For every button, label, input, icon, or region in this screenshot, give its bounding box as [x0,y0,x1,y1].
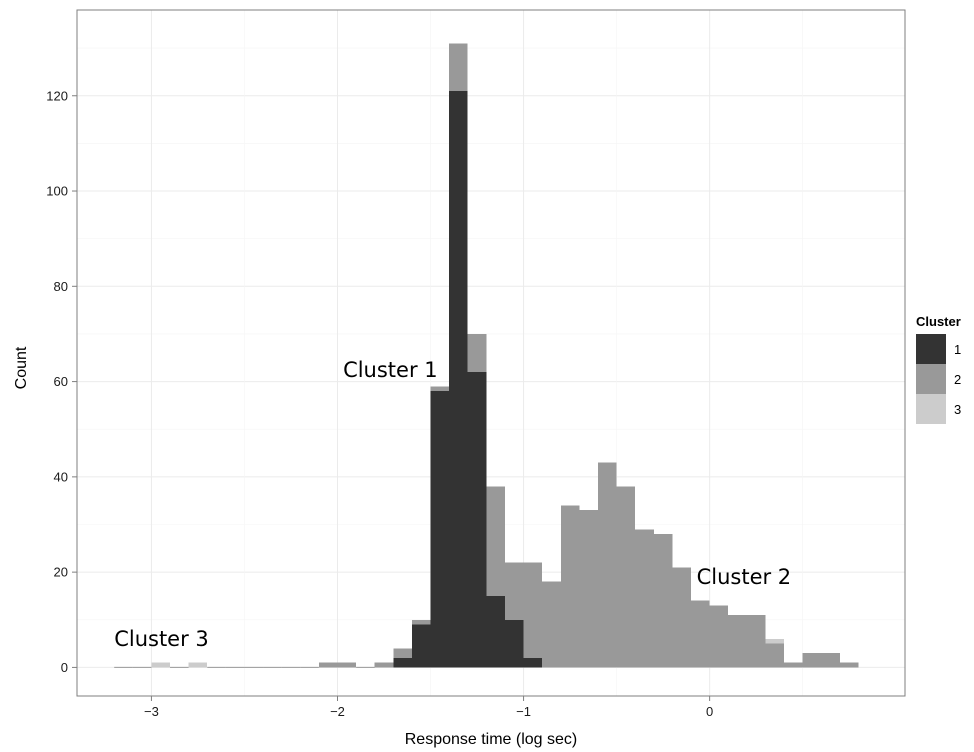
bar-cluster-2 [784,662,803,668]
bar-cluster-2 [821,653,840,668]
bar-cluster-2 [635,529,654,668]
bar-cluster-3 [765,638,785,644]
bar-cluster-2 [504,562,524,620]
bar-cluster-2 [653,534,673,668]
x-tick-label: −1 [516,704,531,719]
annotation-text: Cluster 1 [343,358,438,382]
annotation-text: Cluster 3 [114,627,209,651]
bar-cluster-2 [802,653,822,668]
bar-cluster-2 [728,615,747,668]
legend-key-3 [916,394,946,424]
bar-cluster-3 [151,662,171,668]
bar-cluster-1 [411,624,431,668]
annotation-text: Cluster 2 [697,565,792,589]
x-axis-title: Response time (log sec) [405,731,578,748]
bar-cluster-2 [430,386,450,392]
bar-cluster-1 [393,657,412,668]
legend-label: 1 [954,342,961,357]
bar-cluster-3 [188,662,208,668]
annotations: Cluster 1 Cluster 2 Cluster 3 [114,358,791,651]
bar-cluster-2 [672,567,692,668]
bar-cluster-2 [467,333,487,373]
x-axis: −3 −2 −1 0 [144,696,713,719]
bar-cluster-2 [337,662,357,668]
bar-cluster-2 [393,648,412,658]
y-axis-title: Count [13,346,30,389]
x-tick-label: −2 [330,704,345,719]
y-tick-label: 80 [54,279,68,294]
bar-cluster-2 [765,643,785,668]
x-tick-label: 0 [706,704,713,719]
y-axis: 0 20 40 60 80 100 120 [46,88,77,675]
bar-cluster-2 [560,505,580,668]
legend-label: 3 [954,402,961,417]
bars [114,43,859,668]
legend-key-2 [916,364,946,394]
x-tick-label: −3 [144,704,159,719]
bar-cluster-2 [318,662,338,668]
y-tick-label: 120 [46,88,68,103]
bar-cluster-2 [542,581,561,668]
y-tick-label: 100 [46,184,68,199]
bar-cluster-1 [449,90,468,668]
y-tick-label: 60 [54,374,68,389]
bar-cluster-2 [597,462,617,668]
bar-cluster-1 [430,391,450,668]
bar-cluster-1 [486,595,505,668]
bar-cluster-2 [579,510,598,668]
bar-cluster-1 [467,372,487,668]
bar-cluster-2 [691,600,710,668]
legend-key-1 [916,334,946,364]
bar-cluster-2 [523,562,543,658]
bar-cluster-2 [411,619,431,625]
legend: Cluster 1 2 3 [916,314,961,424]
bar-cluster-2 [839,662,859,668]
y-tick-label: 0 [61,660,68,675]
bar-cluster-2 [486,486,505,596]
y-tick-label: 40 [54,469,68,484]
y-tick-label: 20 [54,565,68,580]
bar-cluster-2 [374,662,394,668]
bar-cluster-2 [616,486,636,668]
bar-cluster-2 [709,605,729,668]
bar-cluster-2 [746,615,766,668]
bar-cluster-1 [504,619,524,668]
panel-border [76,9,906,697]
bar-cluster-1 [523,657,543,668]
legend-label: 2 [954,372,961,387]
bar-cluster-2 [449,43,468,91]
legend-title: Cluster [916,314,961,329]
